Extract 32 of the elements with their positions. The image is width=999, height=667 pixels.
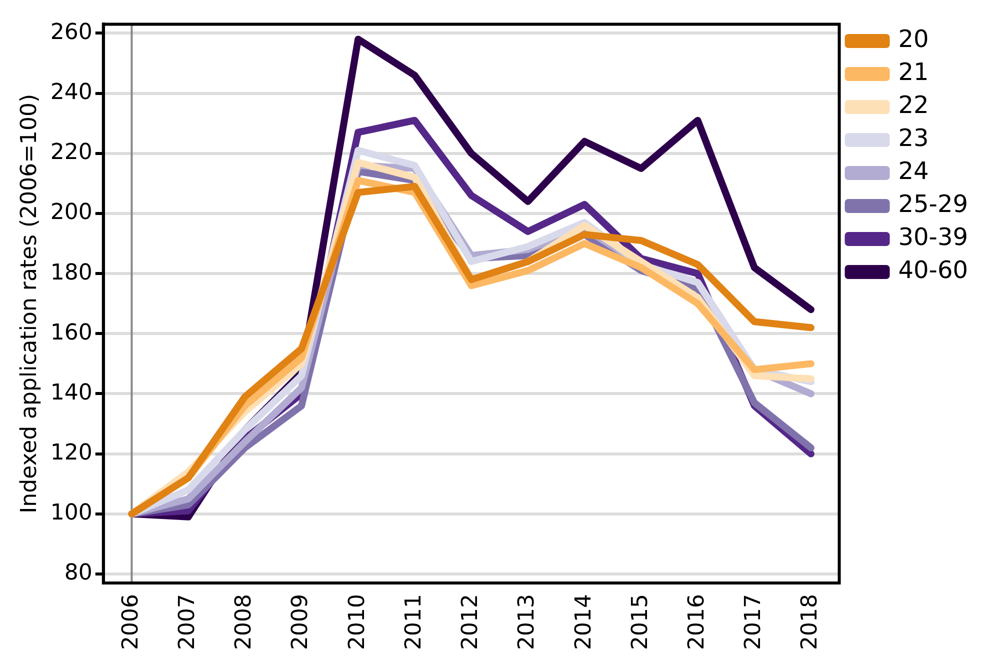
y-tick-label: 220 — [50, 140, 92, 166]
x-tick-label: 2008 — [232, 594, 257, 650]
legend-label: 24 — [898, 157, 929, 186]
x-tick-label: 2013 — [514, 594, 540, 650]
y-tick-label: 120 — [50, 440, 92, 466]
x-tick-label: 2016 — [684, 594, 710, 650]
x-tick-label: 2018 — [798, 594, 823, 650]
y-tick-label: 260 — [50, 20, 92, 45]
y-tick-label: 160 — [50, 320, 92, 346]
legend-label: 20 — [898, 25, 929, 54]
x-tick-label: 2015 — [628, 594, 653, 650]
x-tick-label: 2010 — [344, 594, 370, 650]
legend-label: 22 — [898, 91, 929, 120]
x-tick-label: 2014 — [571, 594, 596, 650]
y-tick-label: 140 — [50, 380, 92, 406]
y-tick-label: 180 — [50, 260, 92, 286]
y-axis-title: Indexed application rates (2006=100) — [16, 94, 42, 514]
y-tick-label: 200 — [50, 200, 92, 226]
y-tick-label: 240 — [50, 80, 92, 106]
legend-label: 30-39 — [898, 223, 968, 252]
x-tick-label: 2012 — [458, 594, 484, 650]
x-tick-label: 2011 — [401, 594, 426, 650]
x-tick-label: 2007 — [175, 594, 200, 650]
legend-label: 40-60 — [898, 256, 968, 284]
legend-label: 25-29 — [898, 190, 968, 218]
y-tick-label: 80 — [64, 560, 92, 586]
legend-label: 23 — [898, 124, 929, 152]
x-tick-label: 2006 — [118, 594, 144, 650]
x-tick-label: 2009 — [288, 594, 314, 650]
y-tick-label: 100 — [50, 500, 92, 526]
x-tick-label: 2017 — [741, 594, 766, 650]
legend-label: 21 — [898, 58, 929, 86]
